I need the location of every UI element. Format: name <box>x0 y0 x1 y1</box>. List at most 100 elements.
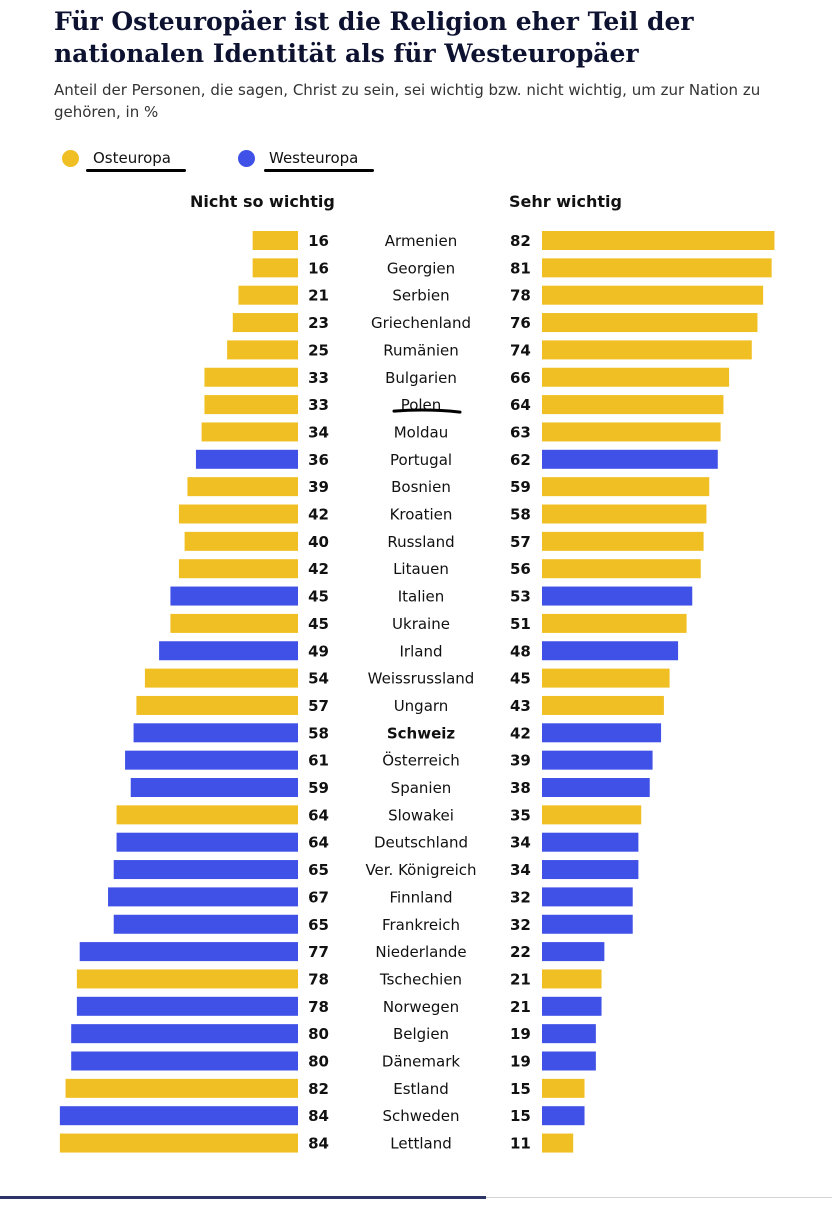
value-label-nicht-so-wichtig-schweiz: 58 <box>308 724 329 742</box>
value-label-nicht-so-wichtig-belgien: 80 <box>308 1025 329 1043</box>
value-label-sehr-wichtig-ukraine: 51 <box>510 615 531 633</box>
value-label-nicht-so-wichtig-bosnien: 39 <box>308 478 329 496</box>
bar-sehr-wichtig-ver-konigreich <box>542 860 639 880</box>
value-label-nicht-so-wichtig-lettland: 84 <box>308 1135 329 1153</box>
value-label-sehr-wichtig-belgien: 19 <box>510 1025 531 1043</box>
value-label-nicht-so-wichtig-kroatien: 42 <box>308 506 329 524</box>
value-label-nicht-so-wichtig-norwegen: 78 <box>308 998 329 1016</box>
country-label-ver-konigreich: Ver. Königreich <box>365 861 476 879</box>
value-label-nicht-so-wichtig-danemark: 80 <box>308 1053 329 1071</box>
value-label-sehr-wichtig-serbien: 78 <box>510 287 531 305</box>
country-label-tschechien: Tschechien <box>379 970 462 988</box>
bar-sehr-wichtig-portugal <box>542 449 718 469</box>
value-label-nicht-so-wichtig-armenien: 16 <box>308 232 329 250</box>
country-label-schweiz: Schweiz <box>387 724 456 742</box>
bottom-divider-light <box>486 1197 832 1198</box>
legend-label-westeuropa: Westeuropa <box>269 149 359 167</box>
value-label-nicht-so-wichtig-portugal: 36 <box>308 451 329 469</box>
value-label-nicht-so-wichtig-irland: 49 <box>308 642 329 660</box>
bar-sehr-wichtig-slowakei <box>542 805 642 825</box>
bottom-divider <box>0 1196 486 1199</box>
bar-nicht-so-wichtig-ukraine <box>170 613 298 633</box>
bar-sehr-wichtig-norwegen <box>542 996 602 1016</box>
value-label-nicht-so-wichtig-moldau: 34 <box>308 423 329 441</box>
value-label-sehr-wichtig-bosnien: 59 <box>510 478 531 496</box>
value-label-nicht-so-wichtig-niederlande: 77 <box>308 943 329 961</box>
value-label-sehr-wichtig-frankreich: 32 <box>510 916 531 934</box>
bar-nicht-so-wichtig-serbien <box>238 285 298 305</box>
bar-nicht-so-wichtig-belgien <box>71 1024 298 1044</box>
bar-nicht-so-wichtig-frankreich <box>113 914 298 934</box>
bar-sehr-wichtig-bosnien <box>542 477 710 497</box>
value-label-nicht-so-wichtig-russland: 40 <box>308 533 329 551</box>
bar-nicht-so-wichtig-russland <box>184 531 298 551</box>
bar-nicht-so-wichtig-danemark <box>71 1051 298 1071</box>
country-label-bulgarien: Bulgarien <box>385 369 457 387</box>
bar-sehr-wichtig-armenien <box>542 231 775 250</box>
bar-nicht-so-wichtig-ver-konigreich <box>113 860 298 880</box>
country-label-belgien: Belgien <box>393 1025 449 1043</box>
value-label-sehr-wichtig-irland: 48 <box>510 642 531 660</box>
country-label-ukraine: Ukraine <box>392 615 450 633</box>
bar-sehr-wichtig-frankreich <box>542 914 633 934</box>
value-label-sehr-wichtig-kroatien: 58 <box>510 506 531 524</box>
value-label-sehr-wichtig-lettland: 11 <box>510 1135 531 1153</box>
bar-nicht-so-wichtig-italien <box>170 586 298 606</box>
bar-sehr-wichtig-kroatien <box>542 504 707 524</box>
column-header-sehr-wichtig: Sehr wichtig <box>509 192 622 211</box>
country-label-armenien: Armenien <box>385 232 457 250</box>
bar-sehr-wichtig-italien <box>542 586 693 606</box>
country-label-kroatien: Kroatien <box>390 506 453 524</box>
bar-sehr-wichtig-polen <box>542 395 724 415</box>
value-label-nicht-so-wichtig-frankreich: 65 <box>308 916 329 934</box>
value-label-nicht-so-wichtig-slowakei: 64 <box>308 806 329 824</box>
bar-sehr-wichtig-deutschland <box>542 832 639 852</box>
value-label-sehr-wichtig-slowakei: 35 <box>510 806 531 824</box>
country-label-bosnien: Bosnien <box>391 478 451 496</box>
bar-sehr-wichtig-griechenland <box>542 313 758 333</box>
bar-sehr-wichtig-schweden <box>542 1106 585 1126</box>
bar-nicht-so-wichtig-moldau <box>201 422 298 442</box>
value-label-sehr-wichtig-osterreich: 39 <box>510 752 531 770</box>
value-label-sehr-wichtig-schweiz: 42 <box>510 724 531 742</box>
value-label-nicht-so-wichtig-ungarn: 57 <box>308 697 329 715</box>
value-label-sehr-wichtig-ver-konigreich: 34 <box>510 861 531 879</box>
value-label-nicht-so-wichtig-deutschland: 64 <box>308 834 329 852</box>
bar-sehr-wichtig-estland <box>542 1078 585 1098</box>
value-label-sehr-wichtig-moldau: 63 <box>510 423 531 441</box>
bar-nicht-so-wichtig-schweiz <box>133 723 298 743</box>
bar-nicht-so-wichtig-rumanien <box>227 340 298 360</box>
value-label-nicht-so-wichtig-bulgarien: 33 <box>308 369 329 387</box>
value-label-nicht-so-wichtig-tschechien: 78 <box>308 970 329 988</box>
country-label-schweden: Schweden <box>382 1107 459 1125</box>
country-label-danemark: Dänemark <box>382 1053 460 1071</box>
bar-nicht-so-wichtig-griechenland <box>232 313 298 333</box>
value-label-sehr-wichtig-rumanien: 74 <box>510 341 531 359</box>
value-label-nicht-so-wichtig-spanien: 59 <box>308 779 329 797</box>
bar-sehr-wichtig-danemark <box>542 1051 596 1071</box>
value-label-sehr-wichtig-bulgarien: 66 <box>510 369 531 387</box>
country-label-moldau: Moldau <box>394 423 449 441</box>
country-label-irland: Irland <box>400 642 443 660</box>
bar-sehr-wichtig-irland <box>542 641 679 661</box>
value-label-nicht-so-wichtig-osterreich: 61 <box>308 752 329 770</box>
value-label-nicht-so-wichtig-ukraine: 45 <box>308 615 329 633</box>
bar-nicht-so-wichtig-armenien <box>252 231 298 250</box>
bar-sehr-wichtig-litauen <box>542 559 701 579</box>
bar-nicht-so-wichtig-finnland <box>108 887 299 907</box>
value-label-nicht-so-wichtig-rumanien: 25 <box>308 341 329 359</box>
value-label-sehr-wichtig-italien: 53 <box>510 588 531 606</box>
bar-nicht-so-wichtig-estland <box>65 1078 298 1098</box>
value-label-sehr-wichtig-armenien: 82 <box>510 232 531 250</box>
chart-title: Für Osteuropäer ist die Religion eher Te… <box>54 7 694 68</box>
country-label-weissrussland: Weissrussland <box>368 670 475 688</box>
country-label-georgien: Georgien <box>387 259 455 277</box>
value-label-sehr-wichtig-ungarn: 43 <box>510 697 531 715</box>
bar-sehr-wichtig-lettland <box>542 1133 574 1153</box>
value-label-sehr-wichtig-spanien: 38 <box>510 779 531 797</box>
value-label-sehr-wichtig-deutschland: 34 <box>510 834 531 852</box>
bar-nicht-so-wichtig-bosnien <box>187 477 298 497</box>
value-label-sehr-wichtig-weissrussland: 45 <box>510 670 531 688</box>
bar-sehr-wichtig-moldau <box>542 422 721 442</box>
